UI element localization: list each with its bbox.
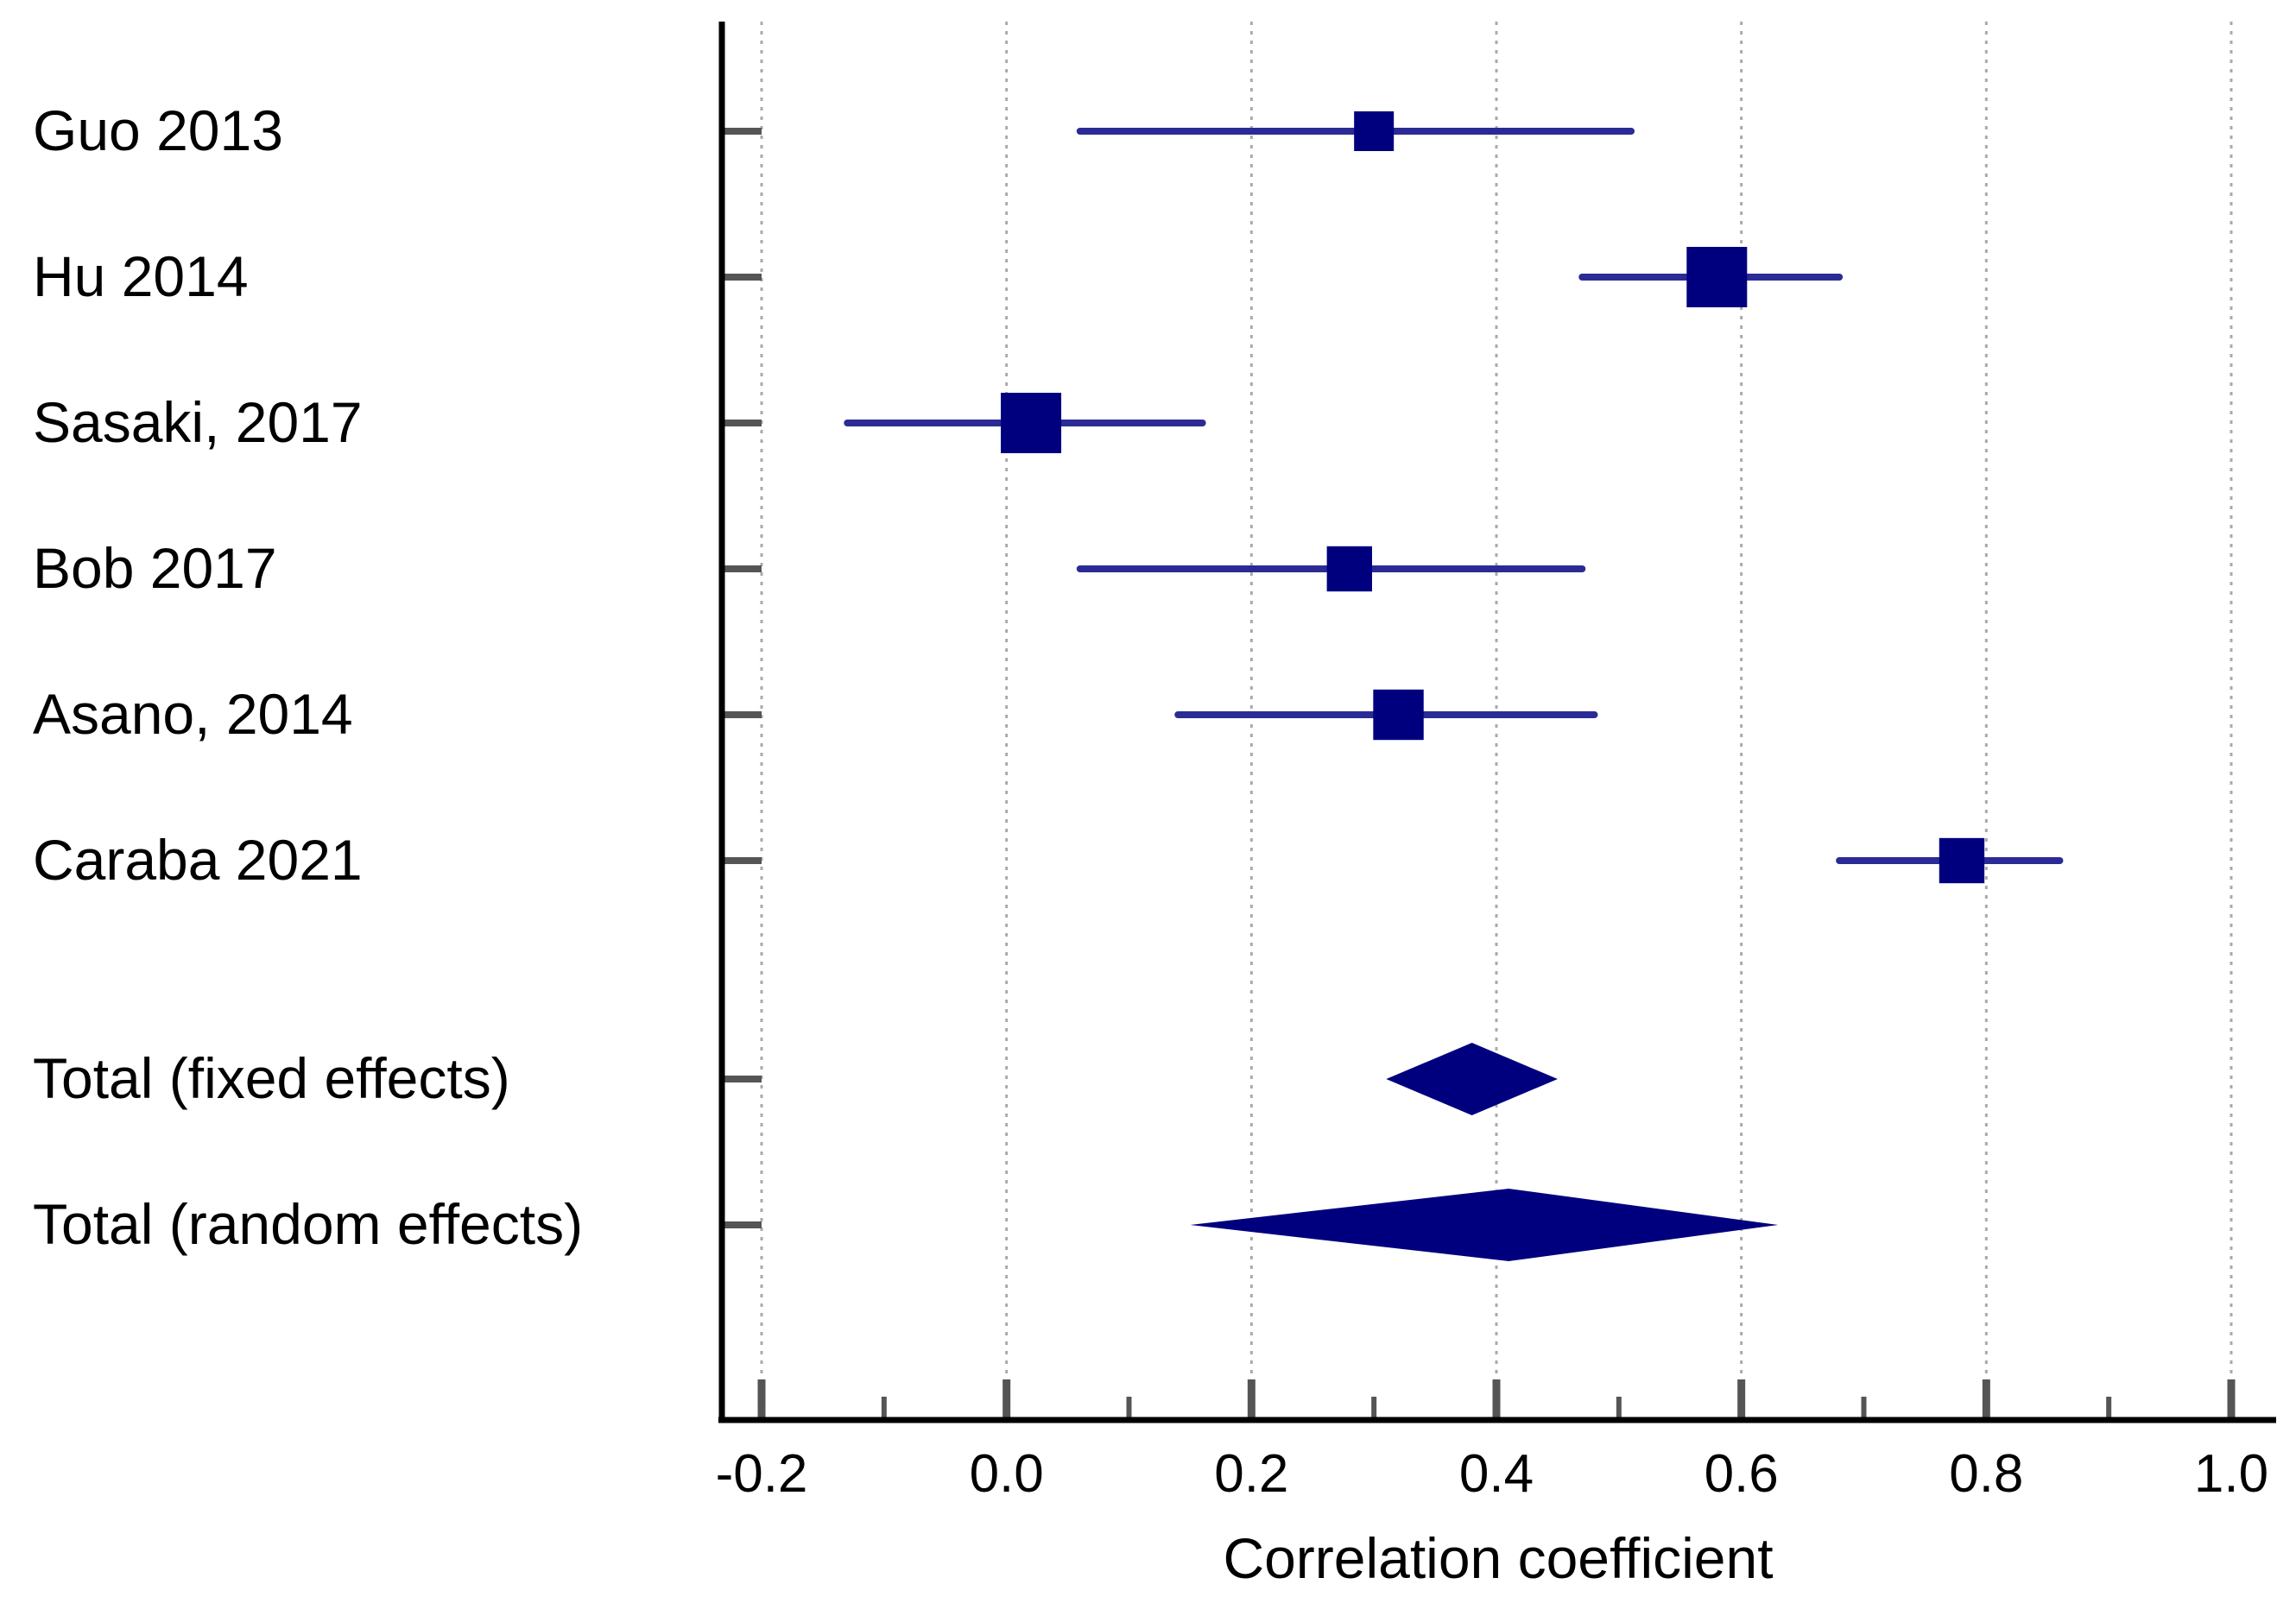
x-tick-label: 0.0 [970, 1444, 1044, 1504]
tick-marks [722, 128, 2236, 1420]
study-label: Hu 2014 [33, 244, 249, 308]
study-label: Guo 2013 [33, 98, 283, 162]
estimate-marker [1939, 837, 1985, 884]
x-tick-label: 0.6 [1705, 1444, 1779, 1504]
x-tick-label: 0.2 [1214, 1444, 1288, 1504]
x-tick-label: 1.0 [2194, 1444, 2268, 1504]
x-tick-labels: -0.2 0.0 0.2 0.4 0.6 0.8 1.0 [716, 1444, 2269, 1504]
row-labels: Guo 2013 Hu 2014 Sasaki, 2017 Bob 2017 Asano… [33, 98, 583, 1256]
pooled-diamond [1190, 1189, 1779, 1261]
estimate-marker [1354, 111, 1395, 151]
x-tick-label: 0.4 [1459, 1444, 1534, 1504]
estimate-marker [1326, 546, 1372, 592]
pooled-diamond [1386, 1043, 1558, 1115]
x-tick-label: -0.2 [716, 1444, 808, 1504]
study-label: Sasaki, 2017 [33, 390, 363, 454]
x-axis-label: Correlation coefficient [1223, 1526, 1773, 1590]
axes [718, 22, 2276, 1423]
estimate-marker [1373, 689, 1424, 741]
study-label: Caraba 2021 [33, 828, 363, 892]
estimate-marker [1686, 247, 1748, 307]
pooled-label: Total (fixed effects) [33, 1046, 510, 1110]
estimate-marker [1001, 393, 1062, 453]
data-marks [844, 111, 2064, 1261]
study-label: Asano, 2014 [33, 682, 353, 746]
study-label: Bob 2017 [33, 536, 277, 600]
pooled-label: Total (random effects) [33, 1192, 583, 1256]
x-tick-label: 0.8 [1949, 1444, 2023, 1504]
